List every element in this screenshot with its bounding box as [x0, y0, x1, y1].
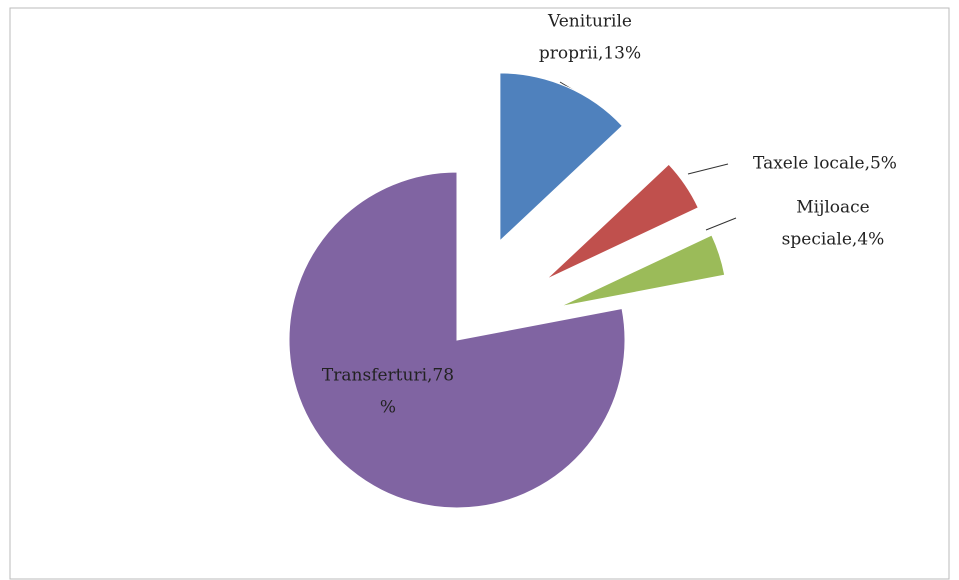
data-label: Mijloace — [796, 198, 870, 218]
pie-slice — [499, 72, 624, 243]
pie-slice — [288, 171, 626, 509]
data-label: Taxele locale,5% — [753, 154, 897, 174]
data-label: speciale,4% — [782, 230, 885, 250]
pie-slice — [559, 234, 726, 308]
data-label: Transferturi,78 — [322, 366, 454, 386]
leader-line — [687, 163, 729, 175]
data-label: % — [380, 398, 396, 418]
leader-line — [705, 217, 737, 231]
data-label: proprii,13% — [539, 44, 641, 64]
data-label: Veniturile — [547, 12, 632, 32]
pie-slice — [545, 163, 700, 280]
